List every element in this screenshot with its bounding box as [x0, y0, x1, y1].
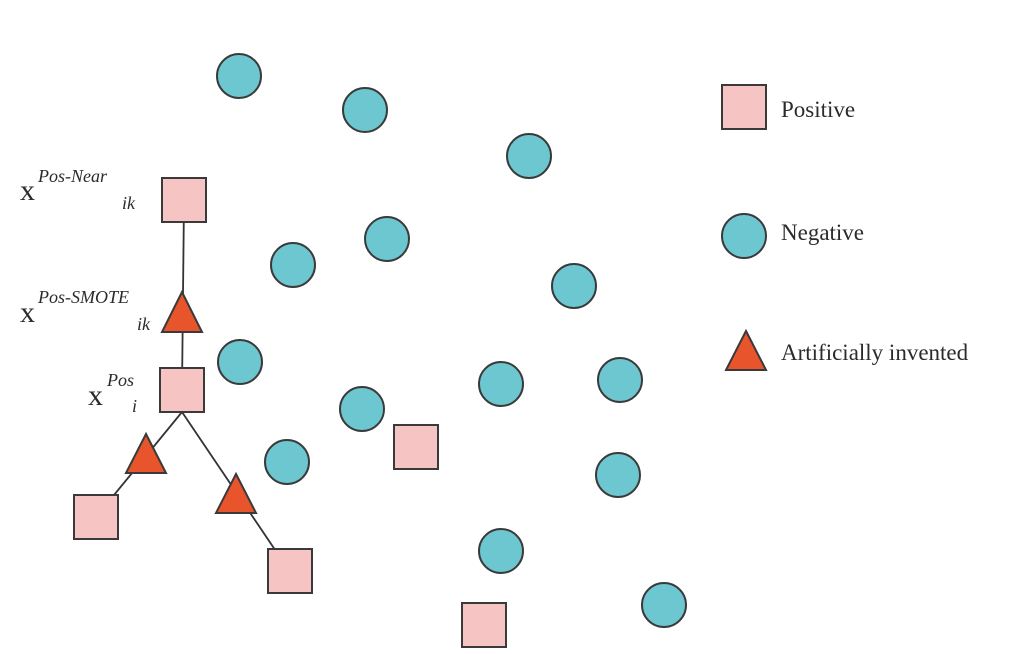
negative-circle [339, 386, 385, 432]
negative-circle [551, 263, 597, 309]
positive-square-origin [159, 367, 205, 413]
legend-positive-swatch [721, 84, 767, 130]
artificial-samples [124, 289, 258, 514]
positive-square [461, 602, 507, 648]
negative-circle [478, 361, 524, 407]
negative-circle [364, 216, 410, 262]
label-text: Pos-SMOTE [37, 287, 129, 307]
label-text: x [20, 174, 35, 207]
label-x-smote: x Pos-SMOTE ik [20, 287, 151, 334]
artificial-triangle [124, 431, 168, 474]
legend-artificial-label: Artificially invented [781, 340, 969, 365]
label-text: x [20, 296, 35, 329]
negative-circle [506, 133, 552, 179]
negative-circle [216, 53, 262, 99]
positive-samples [73, 177, 507, 648]
negative-circle [641, 582, 687, 628]
artificial-triangle-smote [160, 289, 204, 333]
label-text: x [88, 379, 103, 412]
legend-artificial-swatch [724, 328, 768, 371]
negative-circle [270, 242, 316, 288]
label-text: Pos [106, 370, 134, 390]
negative-circle [217, 339, 263, 385]
negative-circle [264, 439, 310, 485]
legend-negative-label: Negative [781, 220, 864, 245]
positive-square [267, 548, 313, 594]
negative-samples [216, 53, 687, 628]
label-x-near: x Pos-Near ik [20, 166, 136, 213]
negative-circle [595, 452, 641, 498]
legend-positive-label: Positive [781, 97, 855, 122]
artificial-triangle [214, 471, 258, 514]
label-text: ik [122, 193, 136, 213]
positive-square-near [161, 177, 207, 223]
legend: Positive Negative Artificially invented [721, 84, 969, 371]
negative-circle [342, 87, 388, 133]
positive-square [393, 424, 439, 470]
label-x-pos: x Pos i [88, 370, 137, 416]
label-text: i [132, 396, 137, 416]
positive-square [73, 494, 119, 540]
negative-circle [597, 357, 643, 403]
legend-negative-swatch [721, 213, 767, 259]
negative-circle [478, 528, 524, 574]
label-text: ik [137, 314, 151, 334]
label-text: Pos-Near [37, 166, 108, 186]
